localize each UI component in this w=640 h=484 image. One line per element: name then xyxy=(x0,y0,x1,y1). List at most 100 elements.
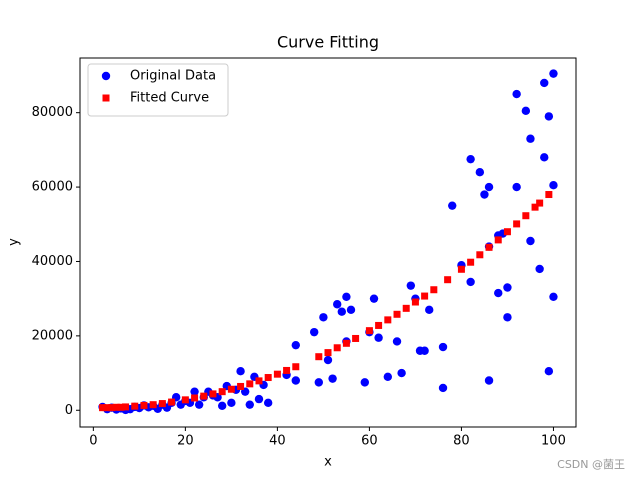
point xyxy=(246,380,254,388)
point xyxy=(536,199,544,207)
point xyxy=(484,182,494,192)
y-tick-label: 80000 xyxy=(32,105,73,120)
point xyxy=(103,404,111,412)
point xyxy=(512,182,521,192)
point xyxy=(236,367,245,376)
point xyxy=(333,344,341,352)
point xyxy=(383,372,393,381)
legend-box xyxy=(87,63,229,117)
point xyxy=(522,212,530,220)
point xyxy=(466,154,475,164)
y-tick-label: 60000 xyxy=(32,180,73,195)
chart-title: Curve Fitting xyxy=(277,33,379,52)
point xyxy=(475,167,485,177)
point xyxy=(291,376,300,385)
point xyxy=(209,390,217,398)
point xyxy=(309,327,319,337)
x-tick-label: 60 xyxy=(361,434,378,449)
point xyxy=(375,321,383,329)
point xyxy=(540,153,549,162)
point xyxy=(512,89,521,99)
point xyxy=(218,388,226,396)
point xyxy=(194,400,204,409)
plot-frame xyxy=(79,57,577,428)
point xyxy=(531,203,539,211)
point xyxy=(485,243,493,251)
point xyxy=(117,403,125,411)
point xyxy=(263,398,273,408)
point xyxy=(149,401,157,409)
point xyxy=(292,363,300,371)
point xyxy=(319,313,328,322)
point xyxy=(521,106,531,116)
point xyxy=(365,327,373,335)
point xyxy=(323,355,333,365)
point xyxy=(99,404,107,412)
point xyxy=(227,398,236,408)
point xyxy=(494,288,503,298)
point xyxy=(484,376,494,385)
point xyxy=(540,78,549,88)
point xyxy=(545,191,553,199)
point xyxy=(397,368,406,378)
point xyxy=(190,387,199,396)
point xyxy=(158,400,166,408)
point xyxy=(360,378,370,387)
point xyxy=(549,181,558,190)
point xyxy=(544,367,554,376)
point xyxy=(328,374,337,383)
point xyxy=(438,383,448,393)
point xyxy=(181,396,189,404)
y-tick-label: 0 xyxy=(65,403,73,418)
x-axis-label: x xyxy=(324,455,332,470)
x-tick-label: 80 xyxy=(453,434,470,449)
point xyxy=(131,402,139,410)
x-tick-label: 20 xyxy=(177,434,194,449)
point xyxy=(526,236,535,246)
point xyxy=(467,258,475,266)
point xyxy=(324,349,332,357)
point xyxy=(392,337,402,346)
point xyxy=(112,403,120,411)
point xyxy=(337,307,347,316)
point xyxy=(264,374,272,382)
point xyxy=(494,236,502,244)
point xyxy=(237,382,245,390)
y-axis-label: y xyxy=(7,238,22,246)
x-tick-label: 100 xyxy=(541,434,566,449)
point xyxy=(503,283,512,292)
point xyxy=(369,294,379,303)
point xyxy=(245,400,254,409)
point xyxy=(402,304,410,312)
point xyxy=(420,346,429,355)
point xyxy=(535,264,544,274)
legend-marker xyxy=(102,94,110,102)
point xyxy=(283,366,291,374)
point xyxy=(140,401,148,409)
point xyxy=(273,370,281,378)
x-tick-label: 40 xyxy=(269,434,286,449)
y-tick-label: 20000 xyxy=(32,328,73,343)
point xyxy=(200,392,208,400)
legend-marker xyxy=(101,71,111,81)
point xyxy=(480,190,489,199)
point xyxy=(168,398,176,406)
point xyxy=(255,377,263,385)
point xyxy=(549,292,558,302)
point xyxy=(513,220,521,228)
point xyxy=(333,300,342,309)
point xyxy=(411,298,419,306)
point xyxy=(448,201,457,210)
point xyxy=(342,339,350,347)
point xyxy=(374,333,383,342)
point xyxy=(352,334,360,342)
legend-label: Original Data xyxy=(130,69,216,84)
point xyxy=(291,340,300,350)
legend-label: Fitted Curve xyxy=(130,91,209,106)
point xyxy=(503,313,512,322)
point xyxy=(457,265,465,273)
point xyxy=(466,277,475,287)
point xyxy=(314,378,323,387)
